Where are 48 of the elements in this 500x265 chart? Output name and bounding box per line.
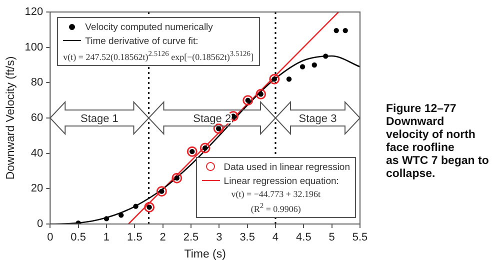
point [286, 76, 292, 82]
x-tick-label: 2 [160, 232, 166, 244]
point [172, 172, 182, 184]
x-tick-label: 2.5 [183, 232, 199, 244]
y-tick-label: 100 [24, 41, 44, 54]
point [133, 204, 138, 209]
point [269, 74, 280, 84]
legend-label: Velocity computed numerically [85, 22, 213, 32]
annotation: Stage 1 [80, 113, 118, 125]
point [242, 95, 254, 106]
point [186, 146, 198, 157]
point [334, 28, 339, 34]
x-tick-label: 5 [328, 232, 335, 244]
x-tick-label: 1 [103, 232, 110, 244]
legend-label: Time derivative of curve fit: [85, 36, 198, 46]
point [256, 88, 266, 100]
x-tick-label: 1.5 [127, 232, 142, 244]
y-axis-title: Downward Velocity (ft/s) [5, 56, 18, 180]
annotation: Stage 3 [298, 113, 337, 125]
x-tick-label: 3 [216, 232, 222, 244]
point [342, 28, 348, 34]
y-tick-label: 40 [30, 147, 44, 160]
caption: Figure 12–77 Downward velocity of north face roofline as WTC 7 began to collapse. [386, 103, 489, 181]
annotation: v(t) = −44.773 + 32.196t [230, 188, 322, 200]
point [300, 64, 306, 70]
annotation: v(t) = 247.52(0.18562t)$^{2.5126}$ exp[−(0.18562t)$^{3.5126}$] [63, 48, 254, 63]
point [312, 62, 317, 68]
point [156, 186, 167, 197]
point [323, 54, 328, 59]
x-tick-label: 0.5 [70, 232, 86, 244]
x-tick-label: 5.5 [352, 232, 368, 244]
x-tick-label: 3.5 [240, 232, 255, 244]
y-tick-label: 0 [37, 218, 44, 230]
legend-label: Linear regression equation: [224, 176, 339, 186]
x-axis-title: Time (s) [184, 248, 226, 260]
point [144, 202, 155, 212]
annotation: (R$^{2}$ = 0.9906) [250, 200, 302, 215]
y-tick-label: 80 [30, 76, 44, 89]
y-tick-label: 60 [30, 112, 44, 124]
x-tick-label: 4 [272, 232, 279, 244]
legend-label: Data used in linear regression [224, 162, 350, 172]
point [118, 212, 124, 218]
point [200, 142, 210, 154]
y-tick-label: 120 [24, 6, 44, 18]
point [104, 216, 110, 222]
x-tick-label: 0 [47, 232, 54, 244]
y-tick-label: 20 [30, 182, 44, 195]
x-tick-label: 4.5 [296, 232, 312, 244]
